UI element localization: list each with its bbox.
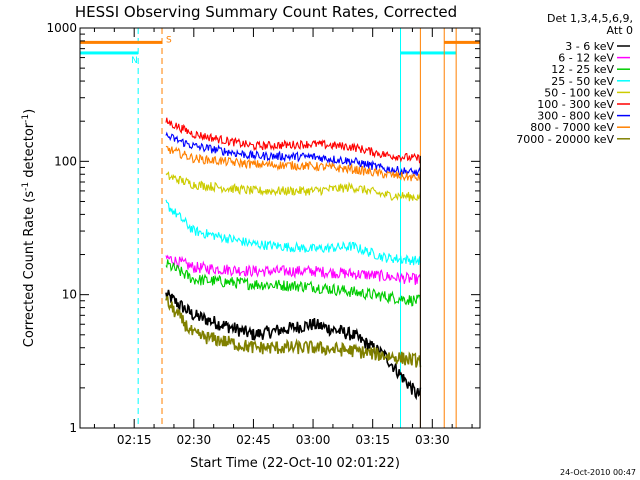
legend-label-5: 100 - 300 keV [537,98,614,111]
axes-frame [79,27,481,429]
y-axis-label: Corrected Count Rate (s-1 detector-1) [21,109,37,347]
legend-label-8: 7000 - 20000 keV [516,133,614,146]
x-tick-label-2: 02:45 [236,433,271,447]
legend-label-2: 12 - 25 keV [551,63,614,76]
series-line-2 [165,259,421,307]
legend-label-0: 3 - 6 keV [565,40,614,53]
flag-bar-s-0 [80,40,163,44]
series-line-3 [165,199,421,266]
legend-label-1: 6 - 12 keV [558,52,614,65]
flag-label-n: N [131,56,138,66]
flag-bar-s-1 [444,40,480,44]
series-line-5 [165,117,421,164]
x-tick-label-5: 03:30 [415,433,450,447]
series-line-8 [165,296,422,368]
flag-bar-n-1 [400,51,457,55]
series-line-7 [165,145,421,182]
series-line-4 [165,171,421,202]
legend-title-line-1: Att 0 [607,24,633,37]
x-tick-label-3: 03:00 [296,433,331,447]
legend-label-3: 25 - 50 keV [551,75,614,88]
legend-label-7: 800 - 7000 keV [530,121,614,134]
y-tick-label-3: 1000 [46,21,77,35]
series-line-1 [165,254,421,286]
legend-title-line-0: Det 1,3,4,5,6,9, [547,12,633,25]
x-tick-label-4: 03:15 [355,433,390,447]
chart-title: HESSI Observing Summary Count Rates, Cor… [75,3,457,21]
legend-label-6: 300 - 800 keV [537,110,614,123]
flag-label-s: S [166,35,172,45]
plot-area: N S 1 10 100 1000 02:15 02:30 02:45 03:00 03:15 03:… [46,21,481,447]
x-tick-label-1: 02:30 [177,433,212,447]
series-line-6 [165,131,421,177]
y-tick-label-0: 1 [69,421,77,435]
x-tick-label-0: 02:15 [117,433,152,447]
series-line-0 [165,289,422,401]
flag-bar-n-0 [80,51,139,55]
y-tick-label-2: 100 [54,154,77,168]
x-axis-label: Start Time (22-Oct-10 02:01:22) [190,456,400,471]
y-tick-label-1: 10 [62,288,77,302]
legend-label-4: 50 - 100 keV [544,86,614,99]
footer-date: 24-Oct-2010 00:47 [560,468,636,477]
